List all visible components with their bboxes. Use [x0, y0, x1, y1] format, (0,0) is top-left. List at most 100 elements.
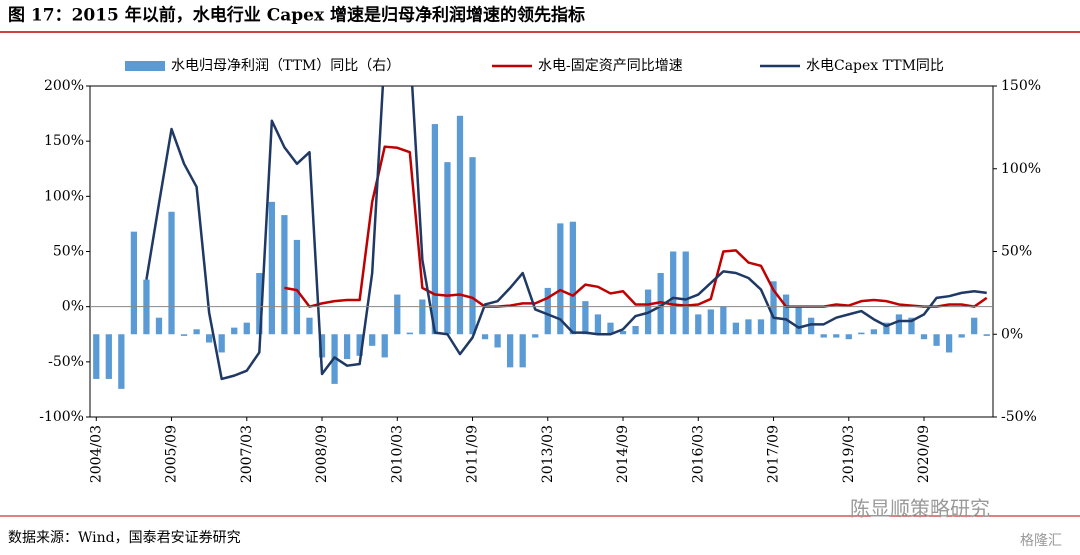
watermark: 陈显顺策略研究 [850, 497, 990, 521]
y-tick-label: -100% [39, 409, 84, 425]
bar [519, 334, 526, 368]
chart-title: 图 17：2015 年以前，水电行业 Capex 增速是归母净利润增速的领先指标 [8, 5, 585, 26]
bar [971, 317, 978, 335]
x-tick-label: 2020/09 [916, 425, 932, 483]
y-tick-label: 50% [53, 244, 84, 260]
bar [544, 287, 551, 335]
bar [833, 334, 840, 338]
legend-swatch [125, 61, 165, 71]
bar [444, 162, 451, 335]
legend-label: 水电-固定资产同比增速 [538, 58, 683, 74]
bar [532, 334, 539, 338]
y-tick-label: 150% [44, 133, 84, 149]
bar [406, 332, 413, 335]
bar [343, 334, 351, 360]
bar [130, 231, 138, 335]
x-tick-label: 2014/09 [615, 425, 631, 483]
bar [795, 306, 802, 335]
bar [93, 334, 100, 379]
x-tick-label: 2013/03 [540, 425, 556, 483]
bar [933, 334, 940, 346]
bar [356, 334, 363, 356]
bar [582, 301, 589, 335]
lines [145, 86, 988, 381]
bar [419, 299, 426, 335]
bar [431, 124, 439, 335]
bar [820, 334, 827, 338]
x-tick-label: 2017/09 [766, 425, 782, 483]
bar [983, 334, 990, 336]
bar [381, 334, 388, 358]
bar [369, 334, 376, 346]
bar [481, 334, 489, 340]
bar [268, 201, 275, 335]
bar [394, 294, 401, 335]
bar [845, 334, 852, 340]
bar [206, 334, 213, 343]
line [284, 145, 988, 308]
y2-tick-label: 150% [1001, 78, 1041, 94]
bar [218, 334, 225, 353]
bar [770, 281, 777, 335]
x-tick-label: 2010/03 [389, 425, 405, 483]
bar [632, 325, 639, 335]
x-tick-label: 2004/03 [88, 425, 104, 483]
bar [469, 157, 476, 335]
bar [895, 314, 903, 335]
y-tick-label: 200% [44, 78, 84, 94]
y2-tick-label: 100% [1001, 161, 1041, 177]
bar [908, 317, 915, 335]
y-tick-label: 0% [62, 299, 84, 315]
bar [858, 332, 865, 335]
x-tick-label: 2007/03 [239, 425, 255, 483]
bar [231, 327, 238, 335]
source: 数据来源：Wind，国泰君安证券研究 [8, 530, 241, 546]
bar [883, 322, 890, 335]
bar [782, 294, 790, 335]
bar [318, 334, 326, 358]
bar [682, 251, 689, 335]
bar [557, 223, 564, 335]
bar [808, 317, 815, 335]
bar [494, 334, 501, 348]
bar [243, 322, 250, 335]
x-tick-label: 2008/09 [314, 425, 330, 483]
bar [569, 221, 576, 335]
bar [105, 334, 112, 379]
bars [93, 115, 990, 389]
watermark: 格隆汇 [1020, 533, 1062, 549]
bar [920, 334, 928, 340]
bar [306, 317, 313, 335]
y-tick-label: -50% [48, 354, 84, 370]
legend-label: 水电Capex TTM同比 [806, 58, 944, 74]
bar [757, 319, 765, 335]
bar [720, 306, 727, 335]
bar [657, 273, 664, 335]
bar [707, 309, 714, 335]
bar [958, 334, 965, 338]
x-tick-label: 2016/03 [690, 425, 706, 483]
x-tick-label: 2019/03 [841, 425, 857, 483]
bar [507, 334, 514, 368]
x-tick-label: 2005/09 [164, 425, 180, 483]
bar [155, 317, 163, 335]
bar [670, 251, 677, 335]
y2-tick-label: -50% [1001, 409, 1037, 425]
x-tick-label: 2011/09 [465, 425, 481, 483]
bar [456, 115, 464, 335]
y2-tick-label: 0% [1001, 326, 1023, 342]
bar [607, 322, 614, 335]
bar [619, 330, 627, 335]
bar [695, 314, 702, 335]
bar [732, 322, 740, 335]
bar [256, 273, 263, 335]
bar [745, 319, 752, 335]
bar [293, 239, 301, 335]
bar [281, 215, 288, 335]
bar [118, 334, 125, 389]
bar [870, 329, 877, 335]
legend-label: 水电归母净利润（TTM）同比（右） [171, 57, 400, 74]
bar [168, 211, 175, 335]
y2-tick-label: 50% [1001, 244, 1032, 260]
